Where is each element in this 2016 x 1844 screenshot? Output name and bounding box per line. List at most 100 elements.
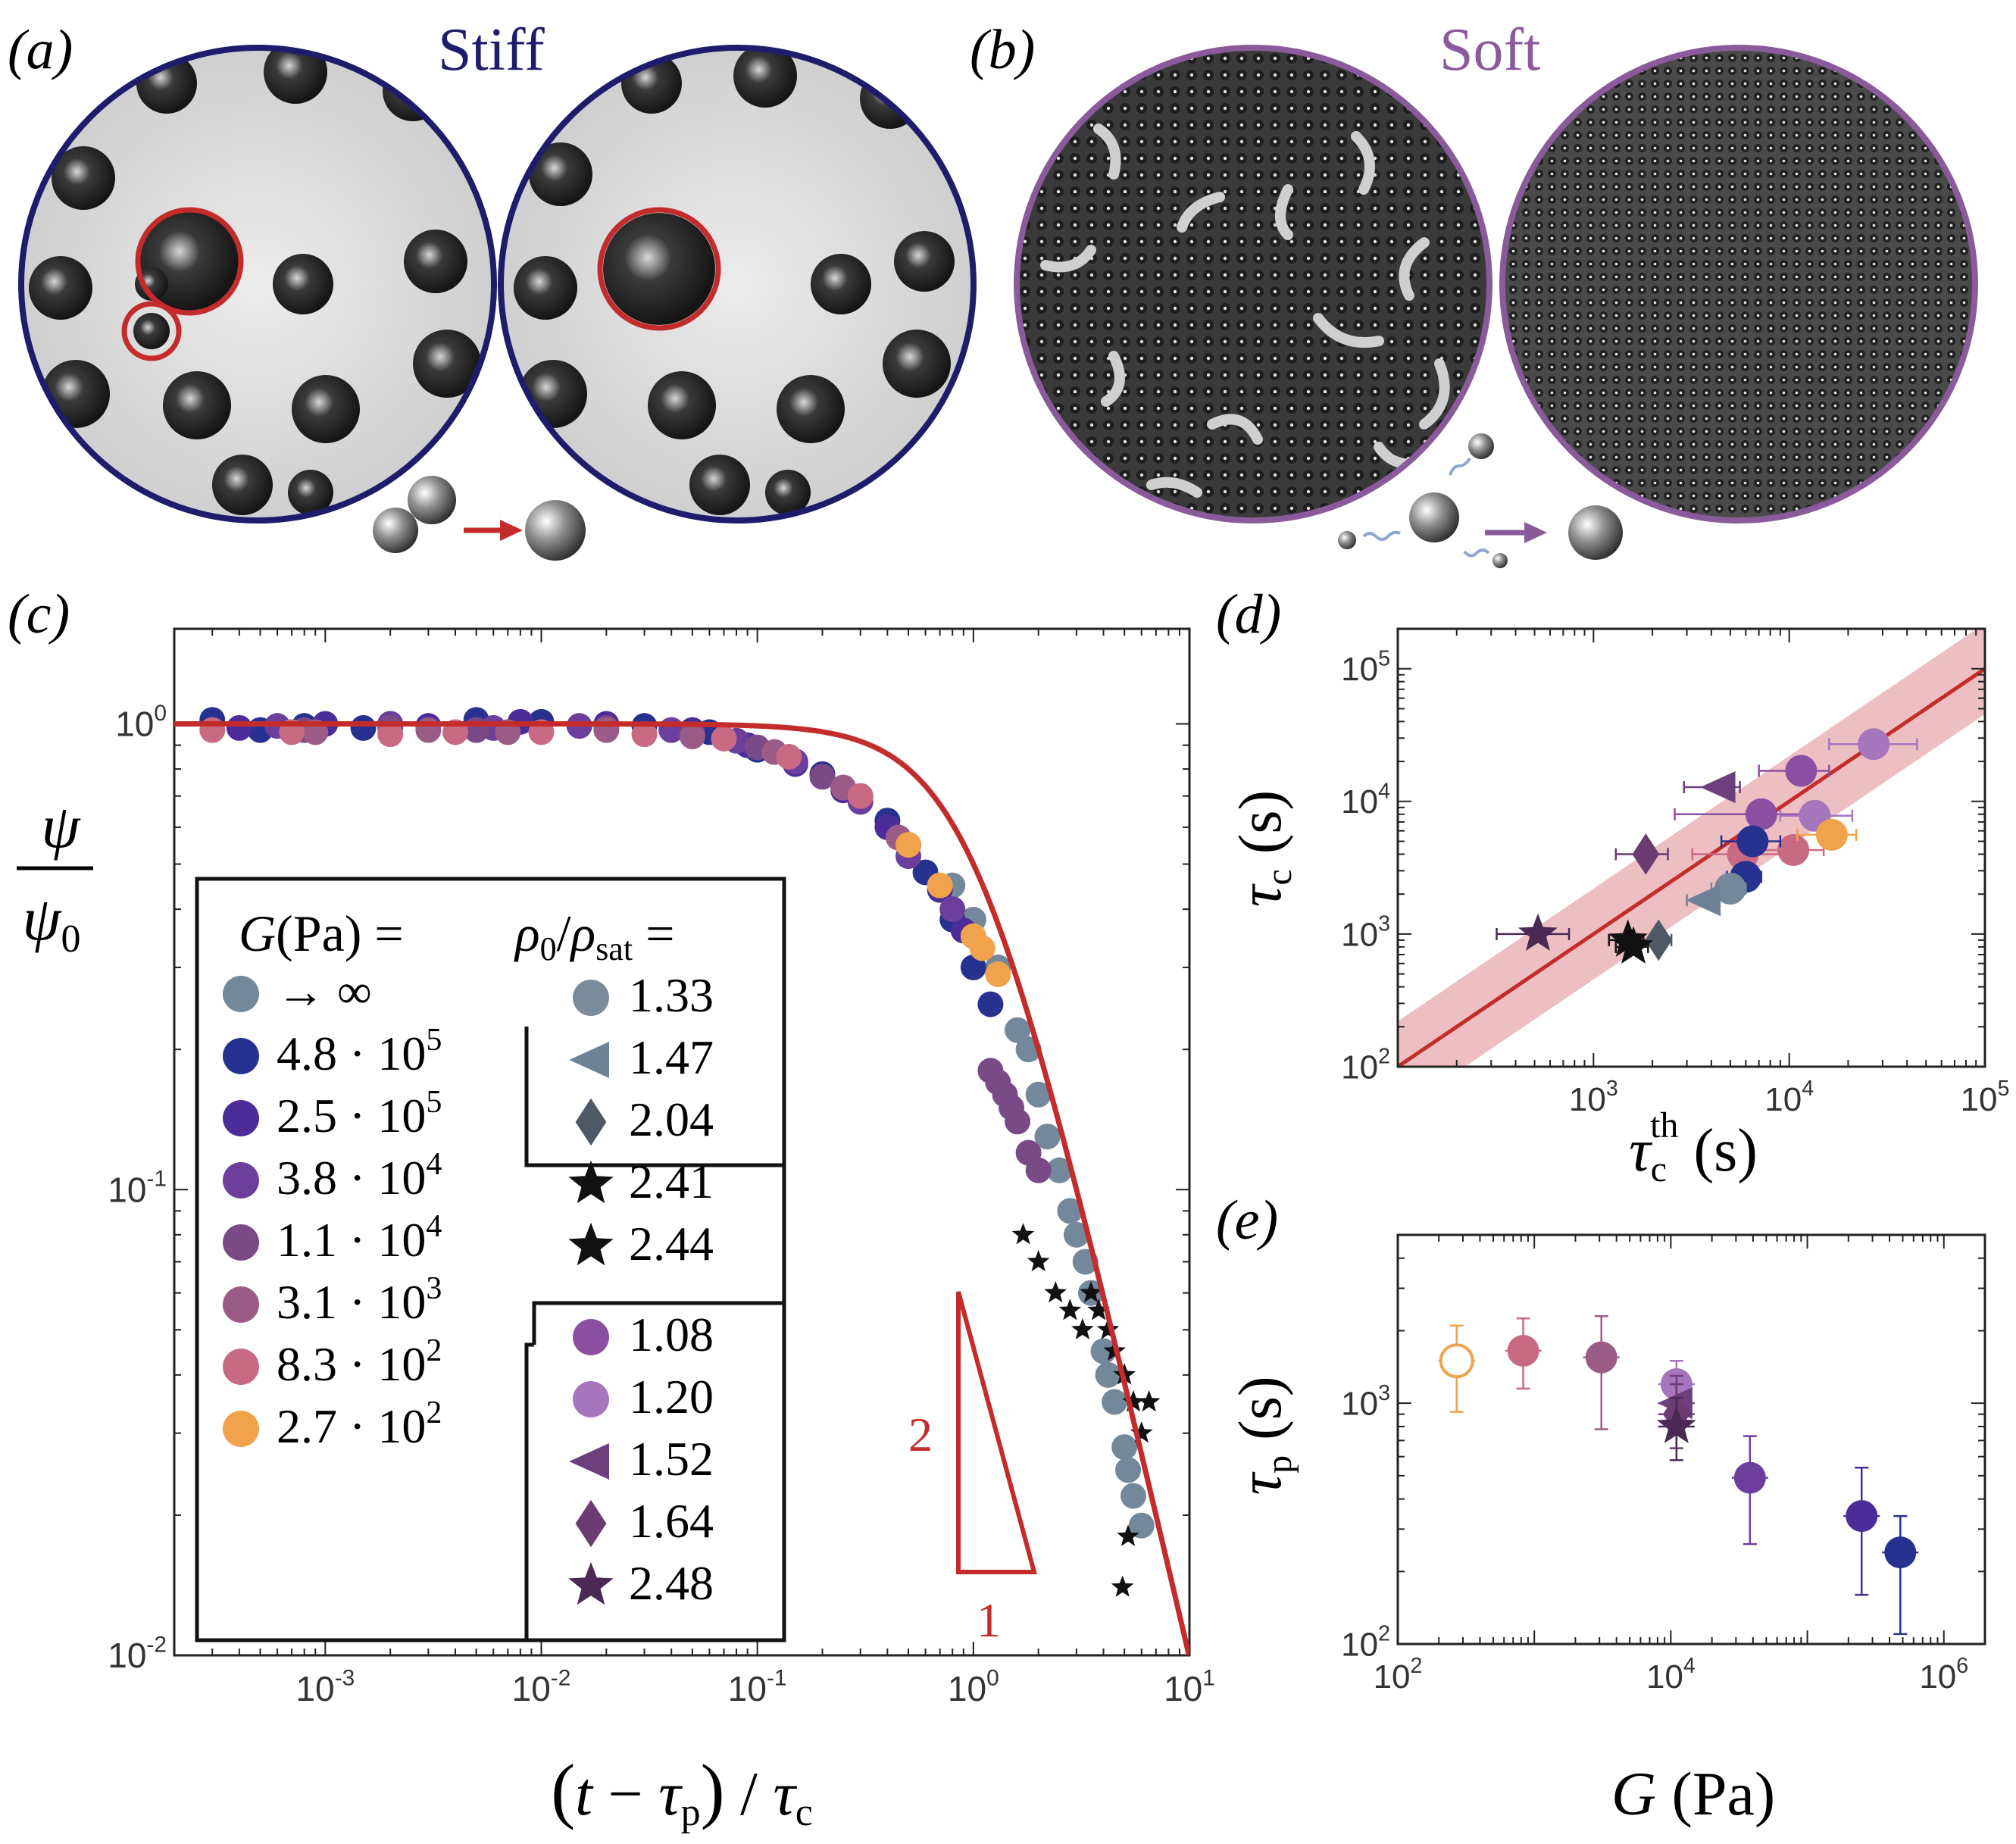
droplet [529, 142, 592, 206]
legend-rho-header: ρ0/ρsat = [514, 905, 674, 967]
data-point [1087, 1299, 1110, 1320]
legend-g-item: 3.1 · 103 [277, 1271, 442, 1329]
x-tick-label: 100 [948, 1665, 999, 1708]
data-point [1120, 1483, 1146, 1509]
droplet [288, 470, 333, 515]
data-point [1046, 1157, 1073, 1183]
legend-g-header: G(Pa) = [239, 905, 404, 962]
legend-swatch [223, 976, 259, 1012]
droplet [811, 254, 871, 314]
droplet [777, 375, 845, 443]
data-point [1111, 1434, 1138, 1461]
droplet [894, 231, 955, 292]
data-point [1733, 1461, 1766, 1494]
legend-rho-item: 2.44 [629, 1217, 714, 1270]
y-tick-label: 10-2 [108, 1632, 167, 1675]
data-point [1005, 1017, 1031, 1043]
data-point [985, 961, 1011, 987]
y-tick-label: 103 [1341, 1381, 1390, 1423]
data-point [1034, 1124, 1061, 1150]
data-point [1777, 833, 1810, 866]
data-point [939, 896, 966, 923]
droplet [860, 68, 920, 129]
plot-c-fit-curve [174, 721, 1189, 1655]
droplet [42, 360, 110, 428]
soft-image-before [1014, 45, 1492, 524]
plot-c-frame [173, 627, 1191, 1657]
legend-swatch [568, 1222, 614, 1266]
legend-swatch [223, 1411, 259, 1447]
legend-g-item: 8.3 · 102 [277, 1333, 442, 1391]
panel-d: (d) 103 104 105 102 103 104 105 τc (s) τcth (s… [1216, 583, 2009, 1189]
svg-text:(t − τp) / τc: (t − τp) / τc [551, 1749, 813, 1834]
data-point [1115, 1457, 1142, 1483]
y-tick-label: 102 [1341, 1622, 1390, 1664]
coalescence-schematic [373, 476, 586, 561]
legend-g-item: 1.1 · 104 [277, 1209, 442, 1267]
data-point [1102, 1389, 1128, 1415]
data-point [1700, 771, 1736, 804]
droplet [765, 470, 811, 515]
data-point [1057, 1198, 1083, 1224]
data-point [1736, 825, 1769, 858]
legend-swatch [569, 1443, 609, 1480]
plot-e-ylabel: τp (s) [1227, 1376, 1299, 1495]
panel-c: (c) 10-3 10-2 10-1 100 101 10-2 10-1 100 2 1 ψ … [8, 583, 1215, 1834]
data-point [985, 1069, 1011, 1095]
legend-swatch [223, 1224, 259, 1261]
plot-c-ticks: 10-3 10-2 10-1 100 101 10-2 10-1 100 [108, 629, 1215, 1708]
data-point [1846, 1500, 1878, 1533]
dewetting-gap [1399, 237, 1430, 301]
plot-e-ticks: 102 104 106 102 103 [1341, 1234, 1986, 1696]
stiff-image-after [498, 45, 977, 524]
data-point [711, 725, 737, 752]
data-point [199, 717, 226, 743]
data-point [1096, 1317, 1120, 1339]
legend-rho-item: 1.20 [629, 1370, 714, 1424]
legend-swatch [223, 1162, 259, 1199]
dewetting-gap [1101, 351, 1125, 407]
data-point [1858, 728, 1890, 761]
x-tick-label: 10-2 [512, 1665, 571, 1708]
dewetting-gap [1177, 192, 1225, 233]
droplet [212, 455, 273, 515]
dewetting-gap [1313, 313, 1384, 348]
x-tick-label: 101 [1164, 1665, 1215, 1708]
droplet [52, 146, 115, 210]
data-point [1122, 1389, 1145, 1412]
stiff-image-before [18, 45, 497, 524]
legend-rho-item: 1.33 [629, 968, 714, 1022]
data-point [927, 872, 953, 899]
data-point [415, 717, 442, 743]
droplet [883, 330, 951, 398]
legend-rho-item: 2.48 [629, 1556, 714, 1610]
droplet [136, 53, 197, 114]
legend-g-item: 2.7 · 102 [277, 1396, 442, 1453]
data-point [1137, 1389, 1161, 1412]
data-point [1111, 1575, 1134, 1597]
fit-line [1398, 667, 1985, 1067]
legend-g-item: 2.5 · 105 [277, 1085, 442, 1142]
panel-e: (e) 102 104 106 102 103 τp (s) G (Pa) [1216, 1189, 1986, 1828]
data-point [1025, 1157, 1052, 1183]
data-point [1027, 1249, 1050, 1272]
droplet [292, 375, 360, 443]
x-tick-label: 10-1 [728, 1665, 787, 1708]
data-point [1071, 1317, 1094, 1339]
panel-e-label: (e) [1216, 1189, 1278, 1252]
legend-swatch [223, 1349, 259, 1385]
legend-g-item: 3.8 · 104 [277, 1147, 442, 1205]
data-point [1063, 1221, 1089, 1248]
data-point [969, 935, 995, 961]
data-point [1058, 1299, 1082, 1320]
y-tick-label: 102 [1341, 1045, 1390, 1086]
plot-d-xlabel: τcth (s) [1629, 1105, 1758, 1189]
x-tick-label: 102 [1374, 1654, 1423, 1696]
data-point [1614, 926, 1653, 964]
soft-image-after [1499, 45, 1978, 524]
data-point [1656, 1405, 1696, 1443]
plot-c-ylabel: ψ ψ0 [17, 792, 93, 961]
droplet [133, 313, 170, 349]
